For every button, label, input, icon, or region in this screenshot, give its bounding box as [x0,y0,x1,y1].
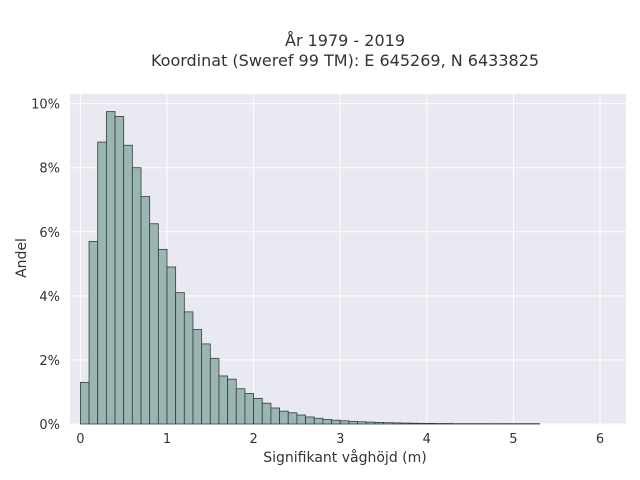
histogram-bar [383,422,393,425]
histogram-bar [305,416,315,425]
chart-title-line-1: År 1979 - 2019 [285,31,405,50]
histogram-bar [79,381,90,425]
y-tick-label: 0% [39,418,60,433]
histogram-bar [253,397,263,425]
histogram-bar [322,419,332,425]
histogram-bar [409,422,419,425]
histogram-bar [209,357,220,425]
y-axis-label: Andel [14,238,30,278]
histogram-bar [374,421,384,425]
histogram-bar [235,388,246,425]
histogram-bar [296,414,306,425]
histogram-bar [426,422,436,425]
histogram-bar [313,417,324,425]
x-tick-label: 2 [249,432,257,447]
histogram-bar [201,343,211,425]
histogram-bar [97,141,107,425]
histogram-bar [261,402,272,425]
chart-title-line-2: Koordinat (Sweref 99 TM): E 645269, N 64… [151,51,539,70]
histogram-bar [357,421,367,425]
histogram-bar [227,378,237,425]
histogram-bar [105,111,116,425]
histogram-bar [400,422,410,425]
y-tick-label: 2% [39,354,60,369]
histogram-bar [391,422,402,425]
histogram-bar [157,248,168,425]
histogram-bar [114,116,125,425]
x-tick-label: 3 [336,432,344,447]
y-tick-label: 8% [39,162,60,177]
histogram-bar [270,407,280,425]
histogram-bars [79,111,540,425]
y-tick-label: 6% [39,226,60,241]
histogram-bar [175,292,185,425]
y-tick-label: 4% [39,290,60,305]
y-axis-ticks: 0% 2% 4% 6% 8% 10% [31,98,60,433]
histogram-bar [279,410,289,425]
y-tick-label: 10% [31,98,60,113]
histogram-bar [149,223,159,425]
histogram-bar [365,421,376,425]
x-tick-label: 5 [509,432,517,447]
x-tick-label: 0 [76,432,84,447]
histogram-bar [131,167,142,425]
x-tick-label: 4 [423,432,431,447]
histogram-bar [417,422,428,425]
histogram-bar [331,419,341,425]
histogram-bar [192,329,203,425]
x-tick-label: 6 [596,432,604,447]
histogram-bar [218,375,229,425]
histogram-bar [183,311,194,425]
histogram-bar [123,144,133,425]
histogram-bar [287,412,298,425]
histogram-bar [166,266,177,425]
histogram-bar [140,196,151,425]
histogram-bar [339,420,350,425]
histogram-bar [88,240,99,425]
x-axis-ticks: 0 1 2 3 4 5 6 [76,432,604,447]
x-axis-label: Signifikant våghöjd (m) [263,449,426,466]
histogram-bar [348,421,358,425]
x-tick-label: 1 [163,432,171,447]
histogram-bar [244,393,255,425]
